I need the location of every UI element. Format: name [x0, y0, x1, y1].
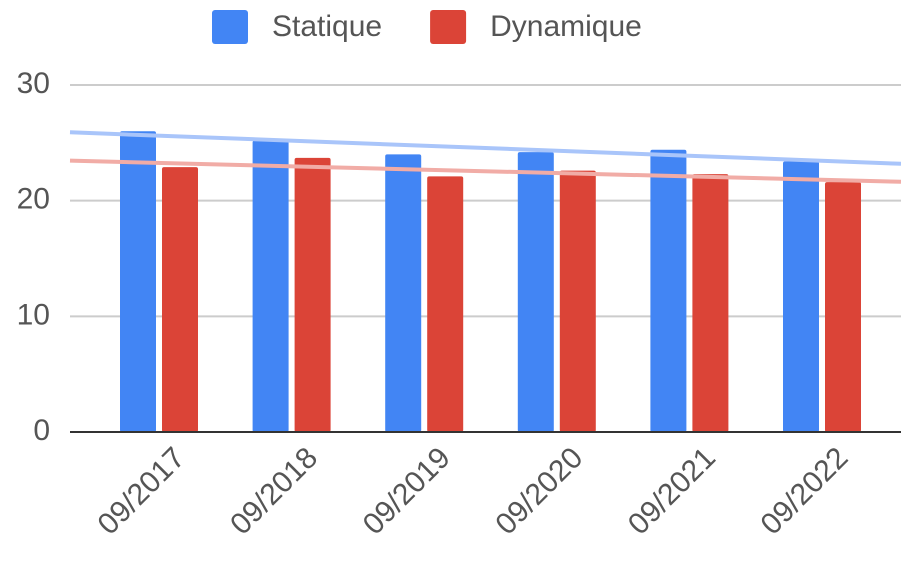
legend-swatch — [212, 10, 248, 44]
bar — [517, 152, 554, 432]
x-tick-label: 09/2020 — [489, 441, 589, 541]
bar — [162, 167, 198, 432]
y-tick-label: 10 — [17, 298, 50, 331]
trendline — [69, 158, 901, 184]
bar — [692, 174, 729, 432]
bar — [427, 176, 464, 432]
bar — [559, 170, 596, 433]
bar — [294, 157, 331, 432]
bar — [783, 161, 819, 432]
legend-label: Dynamique — [490, 10, 642, 43]
bar — [650, 149, 687, 433]
bar — [825, 182, 861, 432]
legend-label: Statique — [272, 10, 382, 43]
bar — [252, 140, 289, 432]
y-tick-label: 30 — [17, 67, 50, 100]
legend-swatch — [430, 10, 467, 44]
x-tick-label: 09/2019 — [357, 441, 457, 541]
trendline — [69, 130, 901, 166]
y-tick-label: 20 — [17, 183, 50, 216]
x-tick-label: 09/2018 — [224, 441, 324, 541]
x-tick-label: 09/2021 — [622, 441, 722, 541]
bar — [385, 154, 422, 432]
x-tick-label: 09/2022 — [755, 441, 855, 541]
bar — [120, 131, 156, 432]
x-tick-label: 09/2017 — [92, 441, 192, 541]
y-tick-label: 0 — [33, 414, 50, 447]
